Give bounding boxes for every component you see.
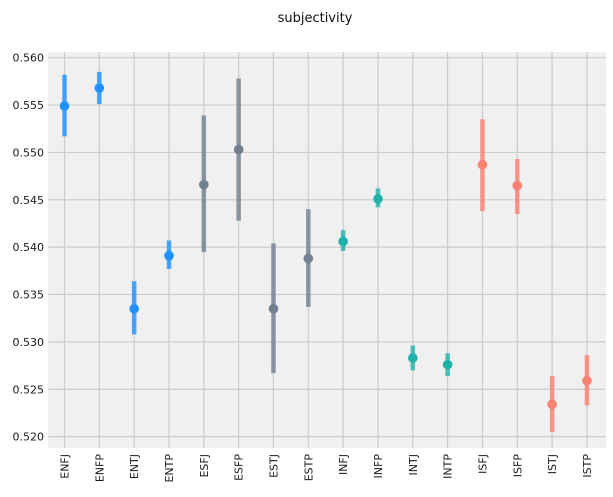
x-tick-label: INFP bbox=[372, 454, 385, 479]
chart-title: subjectivity bbox=[278, 11, 353, 26]
y-axis: 0.520 0.525 0.530 0.535 0.540 0.545 0.550 0.555… bbox=[13, 52, 45, 444]
x-axis: ENFJ ENFP ENTJ ENTP ESFJ ESFP ESTJ ESTP INFJ INFP… bbox=[59, 454, 594, 483]
x-tick-label: ISFP bbox=[511, 454, 524, 478]
x-tick-label: ENFP bbox=[93, 454, 106, 483]
data-point bbox=[477, 159, 488, 170]
x-tick-label: ENFJ bbox=[59, 454, 72, 479]
x-tick-label: ESFJ bbox=[198, 454, 211, 478]
y-tick-label: 0.530 bbox=[13, 336, 45, 349]
data-marks bbox=[59, 71, 592, 432]
x-tick-label: ENTP bbox=[163, 454, 176, 483]
data-point bbox=[373, 194, 383, 204]
y-tick-label: 0.520 bbox=[13, 431, 45, 444]
data-point bbox=[582, 375, 592, 386]
x-tick-label: ISTJ bbox=[546, 454, 559, 474]
data-point bbox=[268, 303, 279, 314]
x-tick-label: ESTP bbox=[302, 454, 315, 482]
data-point bbox=[199, 179, 209, 190]
x-tick-label: ESFP bbox=[233, 454, 246, 481]
x-tick-label: ENTJ bbox=[128, 454, 141, 479]
data-point bbox=[338, 236, 348, 247]
y-tick-label: 0.555 bbox=[13, 99, 45, 112]
x-tick-label: ESTJ bbox=[267, 454, 280, 478]
data-point bbox=[547, 399, 557, 410]
data-point bbox=[164, 250, 174, 261]
data-point bbox=[442, 359, 453, 370]
x-tick-label: INTJ bbox=[407, 454, 420, 475]
x-tick-label: ISFJ bbox=[476, 454, 489, 474]
data-point bbox=[408, 353, 418, 363]
x-tick-label: INFJ bbox=[337, 454, 350, 475]
x-tick-label: INTP bbox=[442, 454, 455, 479]
plot-area bbox=[48, 52, 606, 448]
data-point bbox=[512, 180, 523, 191]
y-tick-label: 0.550 bbox=[13, 146, 45, 159]
y-tick-label: 0.540 bbox=[13, 241, 45, 254]
data-point bbox=[94, 83, 105, 93]
data-point bbox=[303, 253, 314, 264]
data-point bbox=[233, 144, 244, 155]
y-tick-label: 0.545 bbox=[13, 194, 45, 207]
data-point bbox=[59, 101, 70, 111]
y-tick-label: 0.535 bbox=[13, 289, 45, 302]
data-point bbox=[129, 303, 139, 314]
y-tick-label: 0.560 bbox=[13, 52, 45, 65]
x-tick-label: ISTP bbox=[581, 454, 594, 478]
y-tick-label: 0.525 bbox=[13, 383, 45, 396]
